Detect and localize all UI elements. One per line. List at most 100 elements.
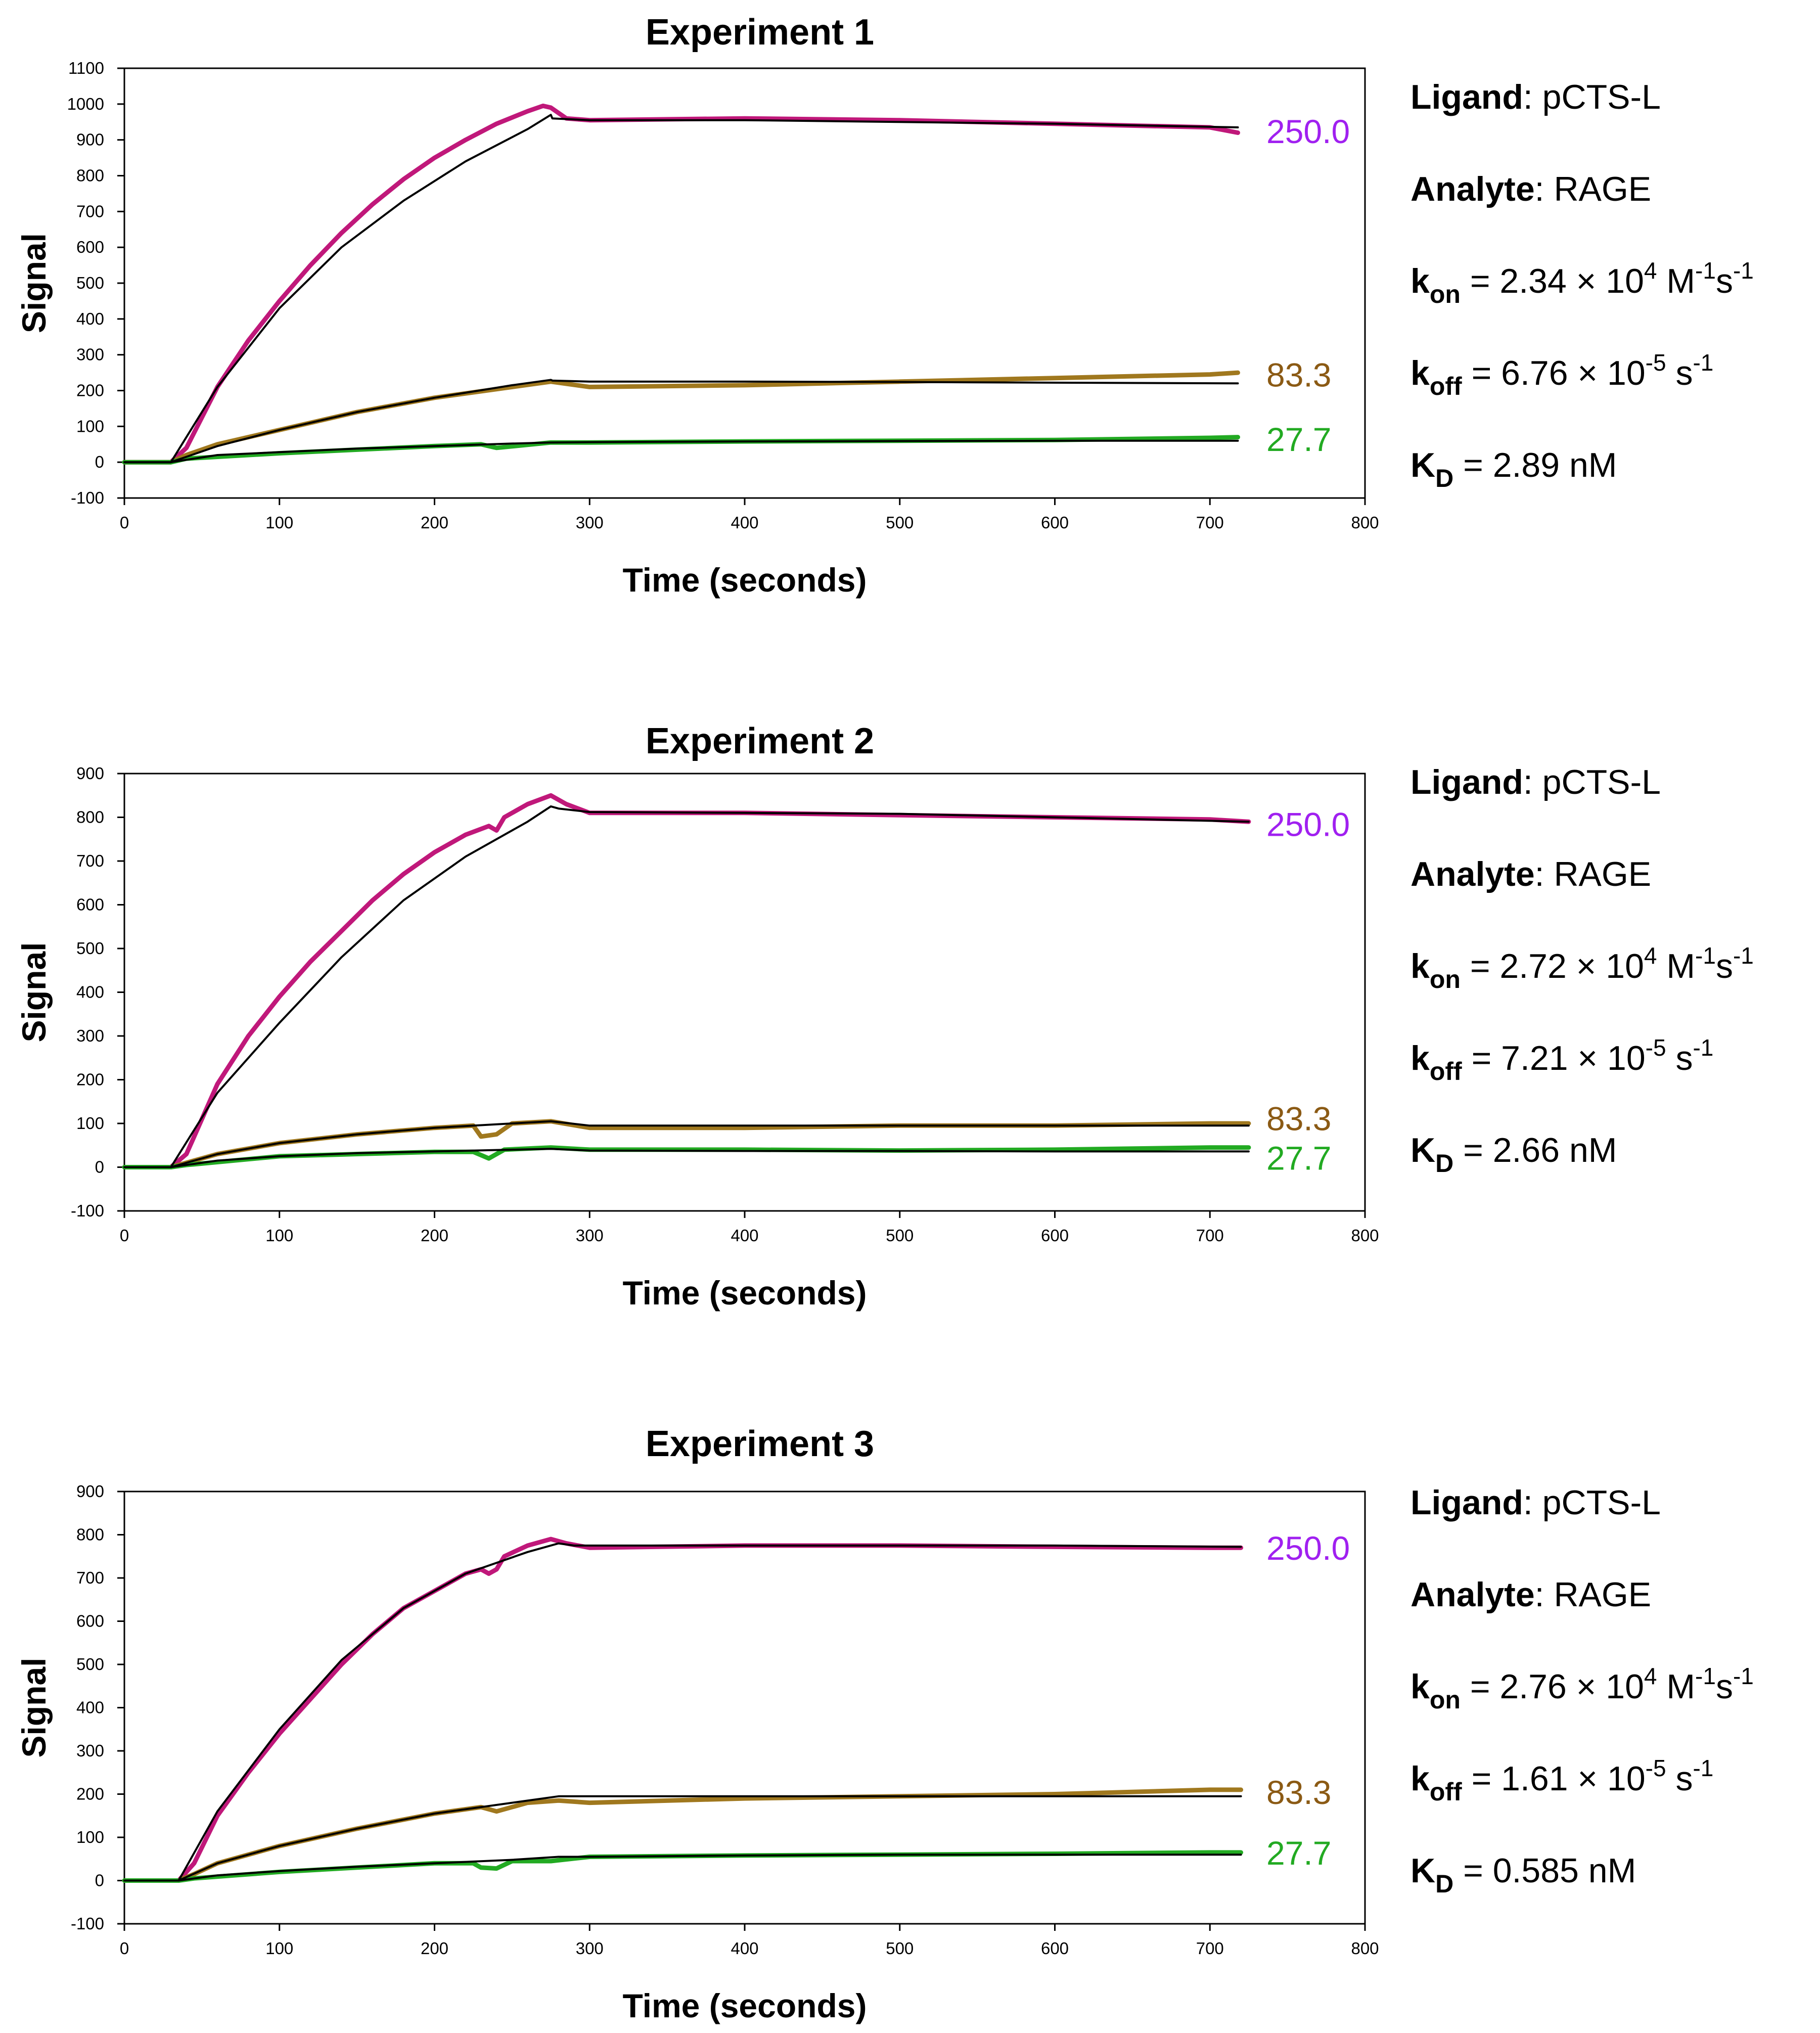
x-tick-label: 700 (1196, 1939, 1224, 1958)
y-tick-label: 300 (76, 1026, 104, 1045)
parameters-experiment-2: Ligand: pCTS-L Analyte: RAGE kon = 2.72 × … (1410, 763, 1754, 1178)
koff-value: 6.76 × 10 (1501, 354, 1645, 392)
koff-value: 1.61 × 10 (1501, 1759, 1645, 1798)
kd-value: 2.89 nM (1493, 446, 1617, 484)
series-line-250.0 (122, 103, 1240, 465)
koff-unit: s (1666, 1039, 1693, 1077)
kon-unit-s: s (1716, 947, 1733, 985)
x-tick-label: 0 (120, 1939, 129, 1958)
off-subscript: off (1430, 1778, 1462, 1806)
y-tick-label: 0 (95, 1158, 104, 1177)
k-symbol: k (1410, 947, 1430, 985)
analyte-label: Analyte (1410, 1575, 1535, 1614)
y-tick-label: 500 (76, 274, 104, 292)
kon-exponent: 4 (1644, 1663, 1657, 1689)
kon-unit-exponent: -1 (1695, 257, 1716, 284)
fit-curve (123, 439, 1239, 464)
chart-experiment-1: Experiment 1 -100 0 100 200 300 400 500 600 700 80… (15, 12, 1379, 599)
ligand-line: Ligand: pCTS-L (1410, 1483, 1661, 1522)
series-line-83.3 (122, 1119, 1251, 1169)
kon-exponent: 4 (1644, 257, 1657, 284)
analyte-label: Analyte (1410, 855, 1535, 893)
ligand-value: pCTS-L (1542, 1483, 1661, 1522)
x-tick-label: 700 (1196, 1226, 1224, 1245)
x-tick-label: 300 (576, 1226, 604, 1245)
y-tick-label: 200 (76, 1070, 104, 1089)
equals: = (1453, 1851, 1493, 1890)
x-axis-label: Time (seconds) (623, 561, 867, 599)
kon-line: kon = 2.72 × 104 M-1s-1 (1410, 942, 1754, 993)
equals: = (1461, 947, 1500, 985)
colon: : (1535, 855, 1554, 893)
y-tick-label: 600 (76, 895, 104, 914)
fit-curve (123, 379, 1239, 464)
x-tick-label: 700 (1196, 513, 1224, 532)
ligand-value: pCTS-L (1542, 78, 1661, 116)
fit-curve (123, 1795, 1242, 1882)
series-line-83.3 (122, 370, 1240, 465)
series-end-label: 27.7 (1266, 1834, 1331, 1872)
y-tick-label: 0 (95, 453, 104, 471)
equals: = (1462, 1759, 1502, 1798)
ligand-value: pCTS-L (1542, 763, 1661, 801)
x-tick-label: 600 (1041, 513, 1069, 532)
chart-title: Experiment 1 (646, 12, 874, 53)
kd-line: KD = 2.89 nM (1410, 446, 1617, 492)
plot-frame (123, 773, 1366, 1212)
x-tick-label: 800 (1351, 1939, 1379, 1958)
analyte-label: Analyte (1410, 170, 1535, 208)
k-symbol: k (1410, 1039, 1430, 1077)
x-tick-label: 500 (886, 513, 914, 532)
K-symbol: K (1410, 446, 1435, 484)
y-tick-label: 500 (76, 939, 104, 958)
x-tick-label: 800 (1351, 1226, 1379, 1245)
plot-frame (123, 1490, 1366, 1925)
kon-unit-exponent: -1 (1695, 942, 1716, 969)
ligand-label: Ligand (1410, 763, 1523, 801)
colon: : (1535, 1575, 1554, 1614)
kon-line: kon = 2.76 × 104 M-1s-1 (1410, 1663, 1754, 1714)
y-tick-label: 600 (76, 238, 104, 256)
y-tick-label: 700 (76, 1568, 104, 1587)
y-tick-label: 900 (76, 1482, 104, 1501)
fit-curve (123, 1120, 1250, 1168)
koff-unit: s (1666, 354, 1693, 392)
y-tick-label: 400 (76, 983, 104, 1002)
y-tick-label: 1000 (67, 95, 104, 113)
kon-value: 2.76 × 10 (1499, 1667, 1644, 1706)
equals: = (1453, 446, 1493, 484)
analyte-value: RAGE (1554, 170, 1651, 208)
ligand-line: Ligand: pCTS-L (1410, 78, 1661, 116)
koff-exponent: -5 (1646, 1034, 1666, 1061)
kon-unit-s: s (1716, 1667, 1733, 1706)
kon-unit-s-exponent: -1 (1733, 1663, 1754, 1689)
koff-unit-exponent: -1 (1693, 349, 1713, 376)
fit-curve (123, 1854, 1242, 1882)
y-tick-label: 300 (76, 1741, 104, 1760)
ligand-line: Ligand: pCTS-L (1410, 763, 1661, 801)
y-tick-label: 1100 (68, 59, 104, 77)
koff-unit-exponent: -1 (1693, 1034, 1713, 1061)
kd-line: KD = 2.66 nM (1410, 1131, 1617, 1178)
y-tick-label: 700 (76, 202, 104, 220)
equals: = (1462, 354, 1502, 392)
koff-exponent: -5 (1646, 349, 1666, 376)
analyte-value: RAGE (1554, 855, 1651, 893)
y-tick-label: -100 (71, 1914, 104, 1933)
y-tick-label: 600 (76, 1612, 104, 1631)
x-tick-label: 0 (120, 1226, 129, 1245)
k-symbol: k (1410, 1759, 1430, 1798)
y-tick-label: 100 (76, 417, 104, 435)
koff-line: koff = 7.21 × 10-5 s-1 (1410, 1034, 1713, 1086)
y-axis-label: Signal (15, 942, 53, 1042)
chart-title: Experiment 2 (646, 721, 874, 761)
kon-unit-s: s (1716, 262, 1733, 300)
kon-unit-s-exponent: -1 (1733, 942, 1754, 969)
y-tick-label: 500 (76, 1655, 104, 1674)
equals: = (1453, 1131, 1493, 1169)
series-end-label: 83.3 (1266, 1774, 1331, 1811)
kon-unit-s-exponent: -1 (1733, 257, 1754, 284)
d-subscript: D (1435, 1870, 1453, 1898)
y-tick-label: -100 (71, 488, 104, 507)
y-tick-label: 300 (76, 345, 104, 364)
